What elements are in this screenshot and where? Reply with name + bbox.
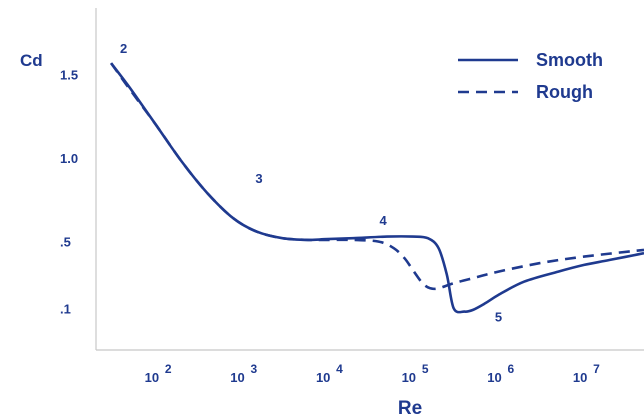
x-tick-label: 10 — [487, 370, 501, 385]
legend-label-smooth: Smooth — [536, 50, 603, 70]
y-tick-labels: 1.5 1.0 .5 .1 — [60, 68, 78, 317]
x-tick-exponent: 5 — [422, 362, 429, 376]
annotation-label: 2 — [120, 41, 127, 56]
x-tick-exponent: 7 — [593, 362, 600, 376]
x-tick-label: 10 — [230, 370, 244, 385]
y-tick-label: .1 — [60, 301, 71, 316]
x-tick-labels: 10 2 10 3 10 4 10 5 10 6 10 7 — [145, 362, 600, 385]
annotation-label: 3 — [255, 171, 262, 186]
x-tick-exponent: 4 — [336, 362, 343, 376]
x-tick-label: 10 — [145, 370, 159, 385]
x-tick-label: 10 — [402, 370, 416, 385]
legend: Smooth Rough — [458, 50, 603, 102]
point-annotations: 2 3 4 5 — [120, 41, 502, 325]
y-tick-label: 1.5 — [60, 68, 78, 83]
series-layer — [110, 62, 644, 314]
legend-label-rough: Rough — [536, 82, 593, 102]
y-tick-label: .5 — [60, 235, 71, 250]
y-tick-label: 1.0 — [60, 151, 78, 166]
y-axis-label: Cd — [20, 51, 43, 70]
x-tick-label: 10 — [316, 370, 330, 385]
x-tick-exponent: 6 — [507, 362, 514, 376]
x-axis-label: Re — [398, 398, 422, 419]
x-tick-exponent: 2 — [165, 362, 172, 376]
annotation-label: 5 — [495, 310, 502, 325]
x-tick-label: 10 — [573, 370, 587, 385]
annotation-label: 4 — [380, 213, 388, 228]
x-tick-exponent: 3 — [251, 362, 258, 376]
